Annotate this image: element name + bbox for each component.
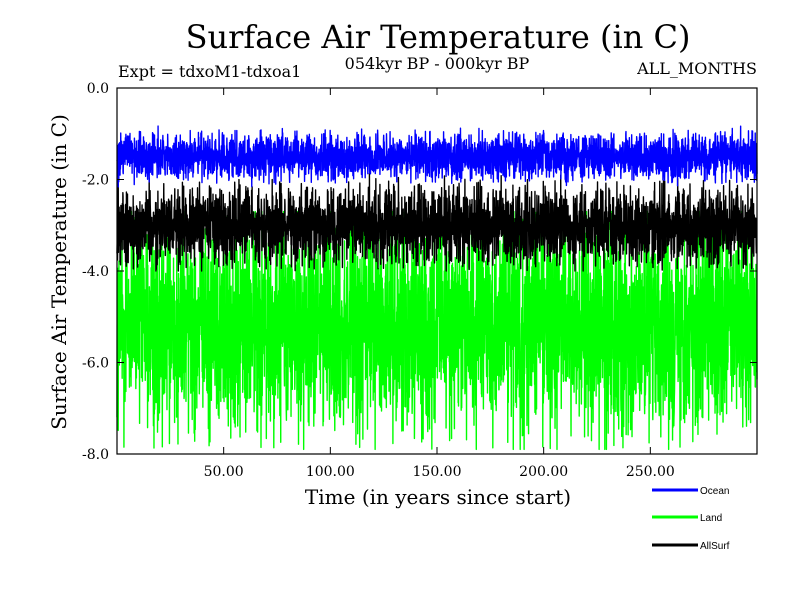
- axis-ticks: 50.00 100.00 150.00 200.00 250.00 0.0 -2.0 -4.0…: [82, 81, 757, 480]
- period-label: 054kyr BP - 000kyr BP: [345, 54, 530, 73]
- experiment-label: Expt = tdxoM1-tdxoa1: [118, 62, 301, 81]
- chart-title: Surface Air Temperature (in C): [186, 18, 691, 56]
- x-axis-label: Time (in years since start): [305, 485, 571, 509]
- months-label: ALL_MONTHS: [636, 59, 757, 78]
- y-tick-label: -4.0: [82, 264, 109, 280]
- legend-label-land: Land: [700, 513, 722, 524]
- y-tick-label: -8.0: [82, 447, 109, 463]
- series-line-allsurf: [116, 172, 758, 272]
- x-tick-label: 100.00: [306, 464, 355, 480]
- legend-label-allsurf: AllSurf: [700, 541, 730, 552]
- series-layer: [116, 125, 758, 451]
- legend: Ocean Land AllSurf: [652, 486, 730, 552]
- y-axis-label: Surface Air Temperature (in C): [47, 114, 71, 430]
- x-tick-label: 200.00: [519, 464, 568, 480]
- x-tick-label: 150.00: [413, 464, 462, 480]
- y-tick-label: -2.0: [82, 173, 109, 189]
- legend-label-ocean: Ocean: [700, 486, 729, 497]
- series-line-ocean: [116, 125, 758, 188]
- series-line-land: [116, 210, 758, 451]
- y-tick-label: -6.0: [82, 356, 109, 372]
- x-tick-label: 250.00: [626, 464, 675, 480]
- y-tick-label: 0.0: [87, 81, 109, 97]
- x-tick-label: 50.00: [204, 464, 244, 480]
